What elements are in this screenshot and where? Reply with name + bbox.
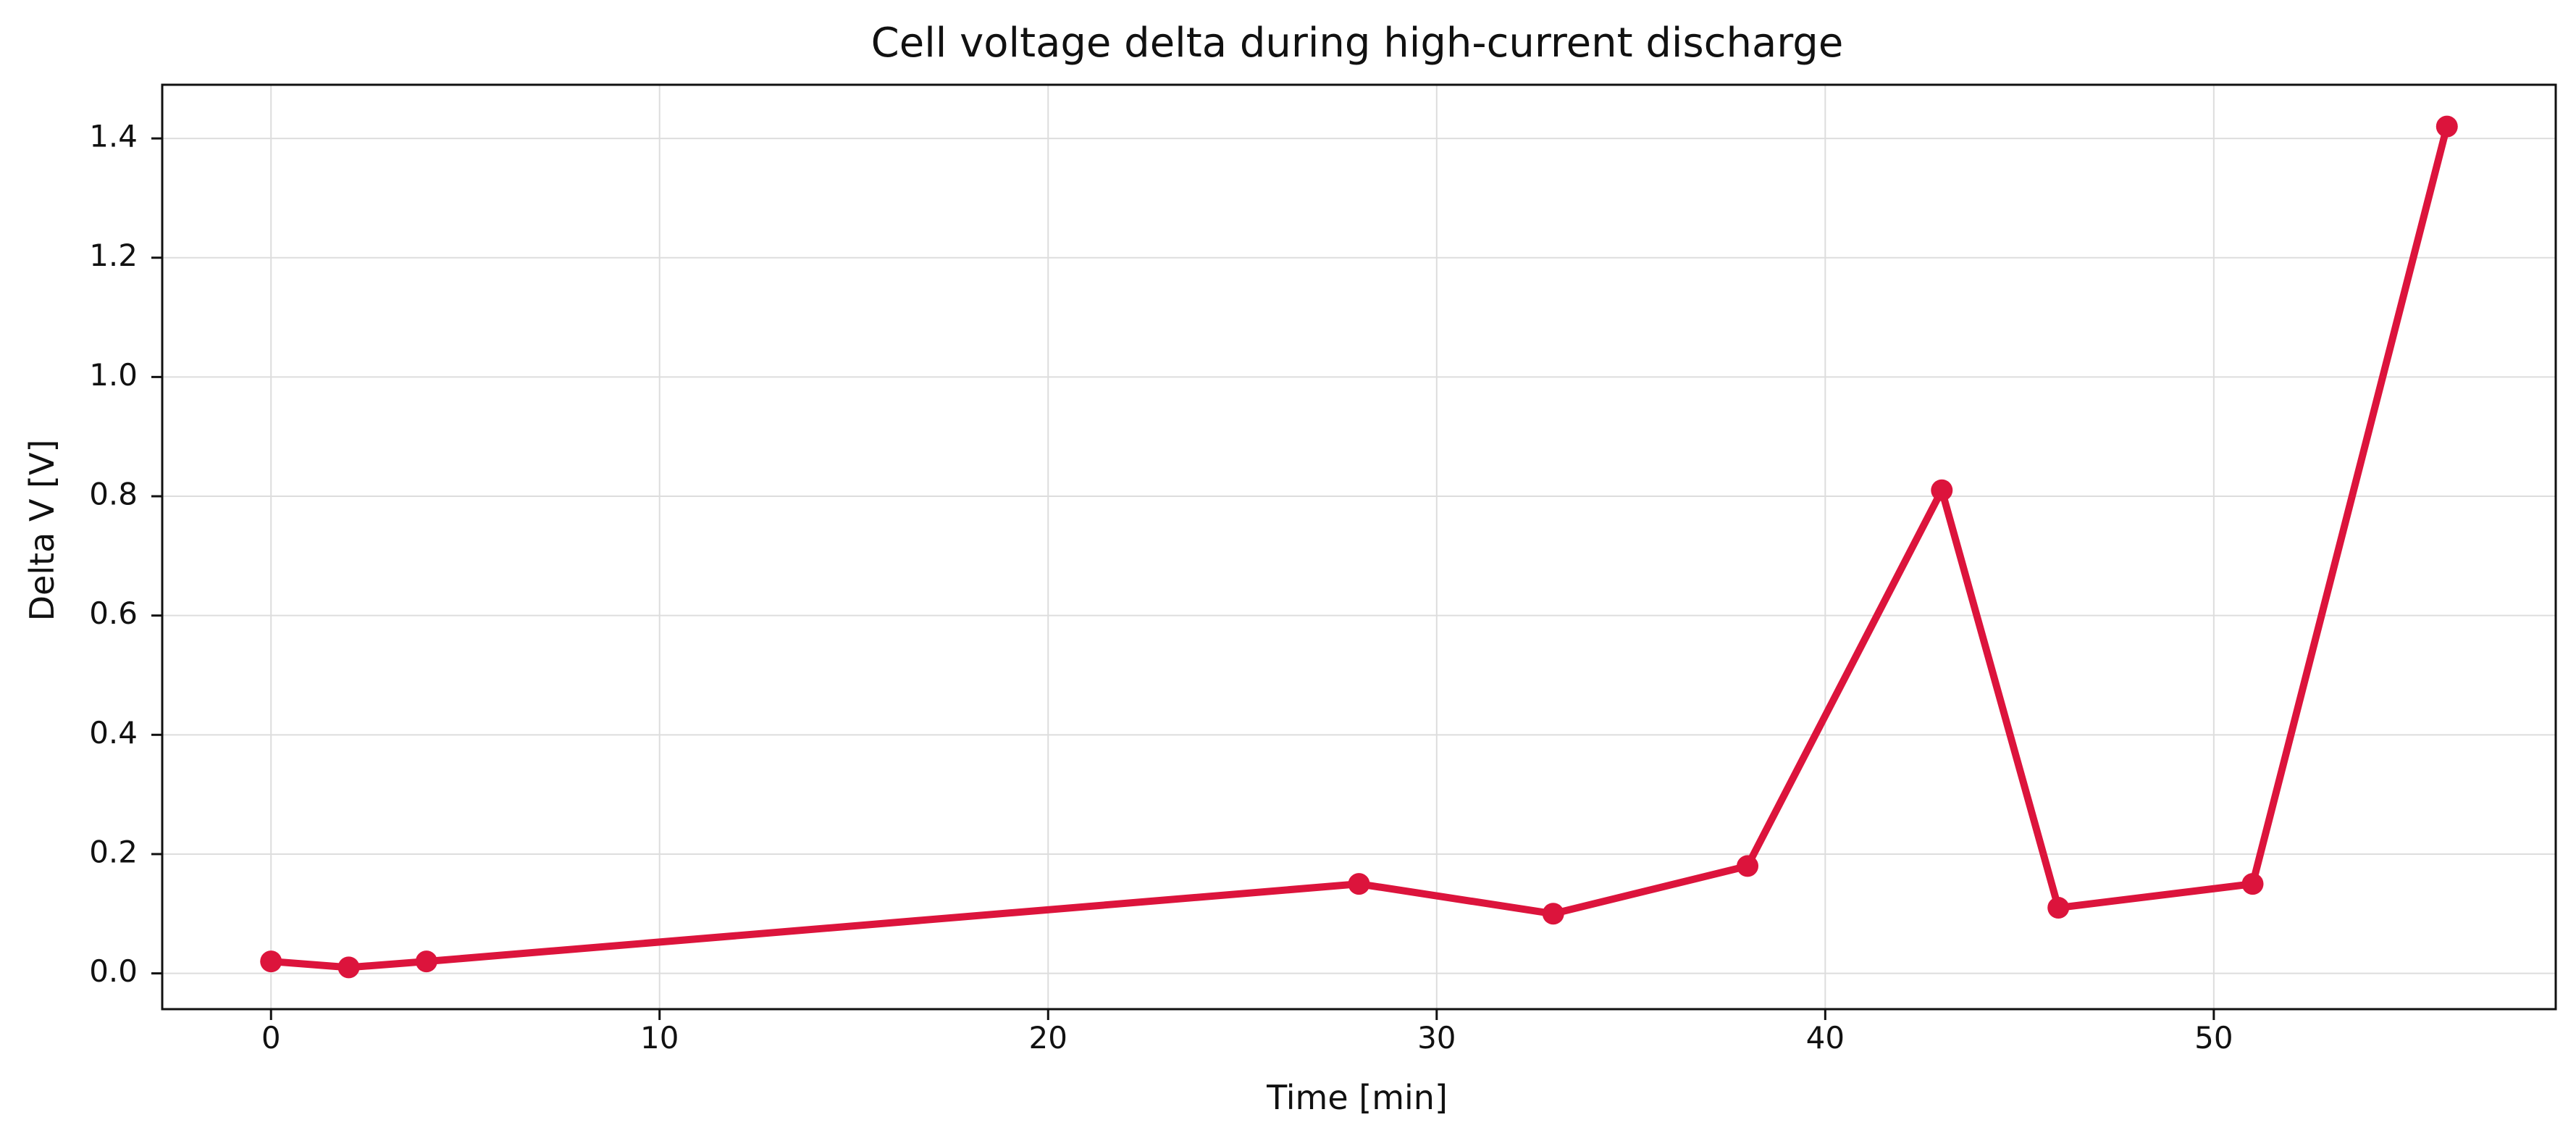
grid-lines xyxy=(162,85,2556,1009)
data-point-4 xyxy=(1542,903,1564,925)
data-point-2 xyxy=(415,950,437,973)
x-tick-label-5: 50 xyxy=(2194,1020,2233,1056)
data-point-6 xyxy=(1931,479,1953,501)
y-tick-label-6: 1.2 xyxy=(89,238,138,273)
chart-title: Cell voltage delta during high-current d… xyxy=(871,20,1844,67)
y-tick-label-0: 0.0 xyxy=(89,953,138,989)
y-tick-label-5: 1.0 xyxy=(89,357,138,393)
tick-marks xyxy=(151,137,2215,1020)
x-tick-label-2: 20 xyxy=(1029,1020,1067,1056)
x-tick-label-3: 30 xyxy=(1417,1020,1456,1056)
data-point-1 xyxy=(337,956,360,979)
data-point-7 xyxy=(2047,897,2070,919)
x-axis-label: Time [min] xyxy=(1266,1078,1448,1117)
axes xyxy=(161,83,2557,1011)
y-tick-label-2: 0.4 xyxy=(89,715,138,751)
data-point-8 xyxy=(2241,873,2264,895)
x-tick-label-4: 40 xyxy=(1806,1020,1845,1056)
x-tick-label-1: 10 xyxy=(640,1020,679,1056)
y-axis-label: Delta V [V] xyxy=(22,440,62,622)
tick-labels: 0 10 20 30 40 50 0.0 0.2 0.4 0.6 0.8 1.0 1.2 1.4 xyxy=(89,119,2233,1056)
data-point-0 xyxy=(260,950,282,973)
plot-frame xyxy=(161,83,2557,1011)
y-tick-label-1: 0.2 xyxy=(89,834,138,869)
y-tick-label-3: 0.6 xyxy=(89,595,138,631)
x-tick-label-0: 0 xyxy=(261,1020,281,1056)
y-tick-label-4: 0.8 xyxy=(89,477,138,512)
data-point-9 xyxy=(2436,115,2458,138)
y-tick-label-7: 1.4 xyxy=(89,119,138,154)
data-point-3 xyxy=(1348,873,1370,895)
series-line-0 xyxy=(267,122,2451,971)
data-series xyxy=(260,115,2458,979)
data-point-5 xyxy=(1737,855,1759,877)
